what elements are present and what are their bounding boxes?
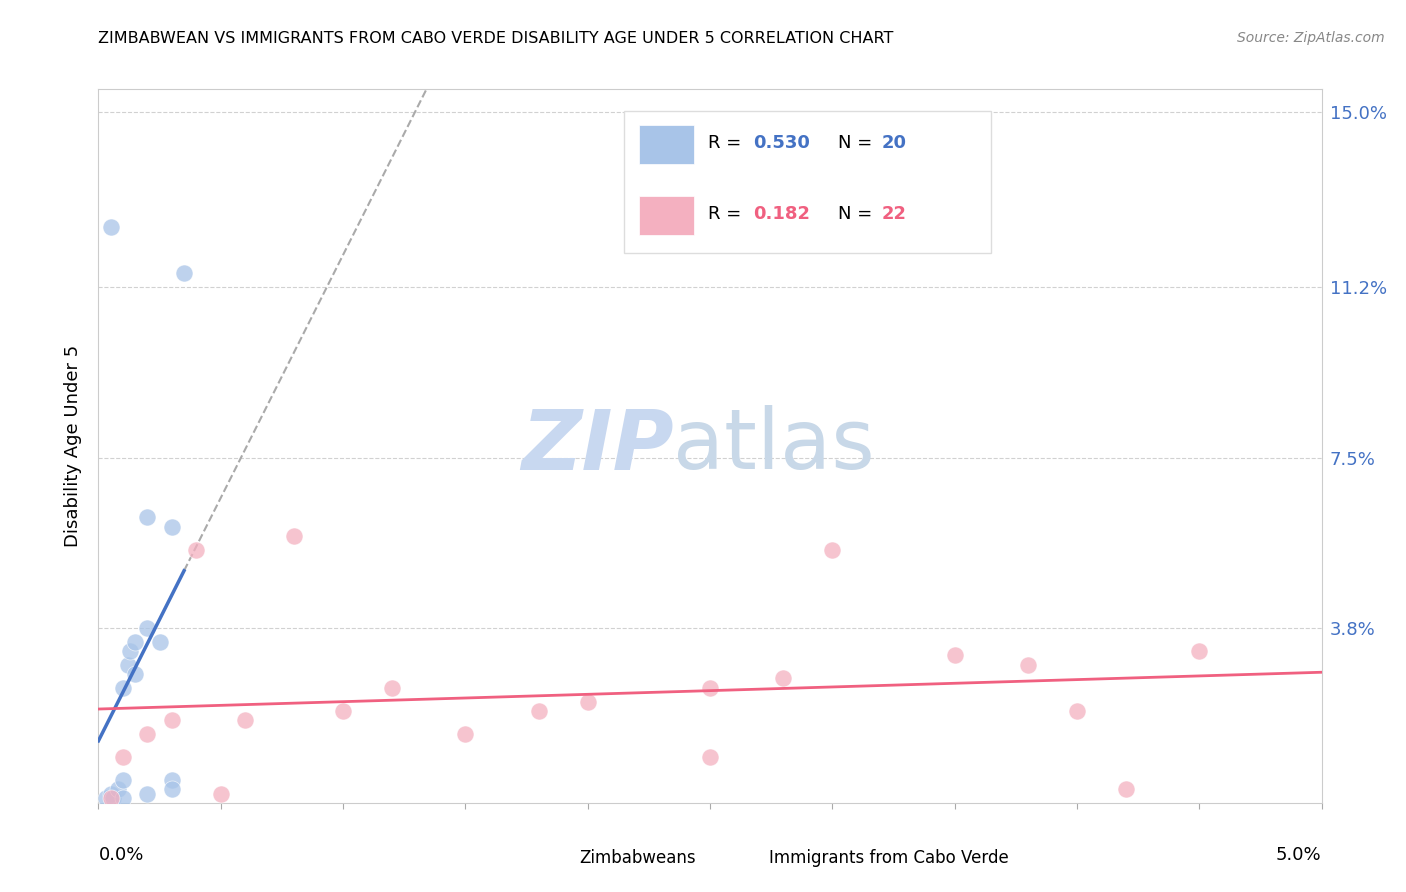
Text: ZIMBABWEAN VS IMMIGRANTS FROM CABO VERDE DISABILITY AGE UNDER 5 CORRELATION CHAR: ZIMBABWEAN VS IMMIGRANTS FROM CABO VERDE… (98, 31, 894, 46)
Point (107, 782, 129, 797)
Text: atlas: atlas (673, 406, 875, 486)
Point (283, 529, 305, 543)
Point (233, 713, 256, 727)
Point (173, 266, 195, 280)
Point (124, 634, 146, 648)
Text: N =: N = (838, 205, 879, 223)
Point (111, 749, 134, 764)
Point (136, 787, 159, 801)
Point (186, 542, 208, 557)
Point (111, 791, 134, 805)
Text: 0.182: 0.182 (752, 205, 810, 223)
Text: 0.0%: 0.0% (98, 846, 143, 863)
Point (100, 787, 122, 801)
Point (1188, 644, 1211, 658)
Point (94, 791, 117, 805)
Point (821, 542, 844, 557)
Point (576, 694, 599, 708)
FancyBboxPatch shape (640, 125, 695, 164)
Point (120, 644, 142, 658)
Point (1017, 657, 1039, 672)
Point (160, 782, 183, 797)
Point (160, 713, 183, 727)
Text: Zimbabweans: Zimbabweans (579, 849, 696, 867)
Text: Immigrants from Cabo Verde: Immigrants from Cabo Verde (769, 849, 1008, 867)
Point (136, 727, 159, 741)
Point (332, 704, 354, 718)
Point (101, 791, 124, 805)
Point (100, 791, 122, 805)
Text: Source: ZipAtlas.com: Source: ZipAtlas.com (1237, 31, 1385, 45)
Point (149, 634, 172, 648)
Point (209, 787, 232, 801)
Text: R =: R = (707, 205, 747, 223)
Point (943, 648, 966, 663)
Text: ZIP: ZIP (520, 406, 673, 486)
Point (111, 681, 134, 695)
Point (124, 666, 146, 681)
Point (1066, 704, 1088, 718)
FancyBboxPatch shape (640, 196, 695, 235)
Point (772, 672, 794, 686)
Point (160, 772, 183, 787)
Point (699, 681, 721, 695)
FancyBboxPatch shape (723, 846, 759, 874)
Point (160, 519, 183, 533)
Point (136, 621, 159, 635)
Point (1115, 782, 1137, 797)
Text: R =: R = (707, 134, 747, 152)
Point (454, 727, 477, 741)
Point (111, 772, 134, 787)
Point (100, 220, 122, 235)
FancyBboxPatch shape (624, 111, 991, 253)
Text: 5.0%: 5.0% (1277, 846, 1322, 863)
Point (136, 510, 159, 524)
Point (527, 704, 550, 718)
Point (381, 681, 404, 695)
FancyBboxPatch shape (533, 846, 569, 874)
Point (699, 749, 721, 764)
Point (117, 657, 139, 672)
Text: 0.530: 0.530 (752, 134, 810, 152)
Text: N =: N = (838, 134, 879, 152)
Text: 22: 22 (882, 205, 907, 223)
Text: 20: 20 (882, 134, 907, 152)
Y-axis label: Disability Age Under 5: Disability Age Under 5 (65, 345, 83, 547)
